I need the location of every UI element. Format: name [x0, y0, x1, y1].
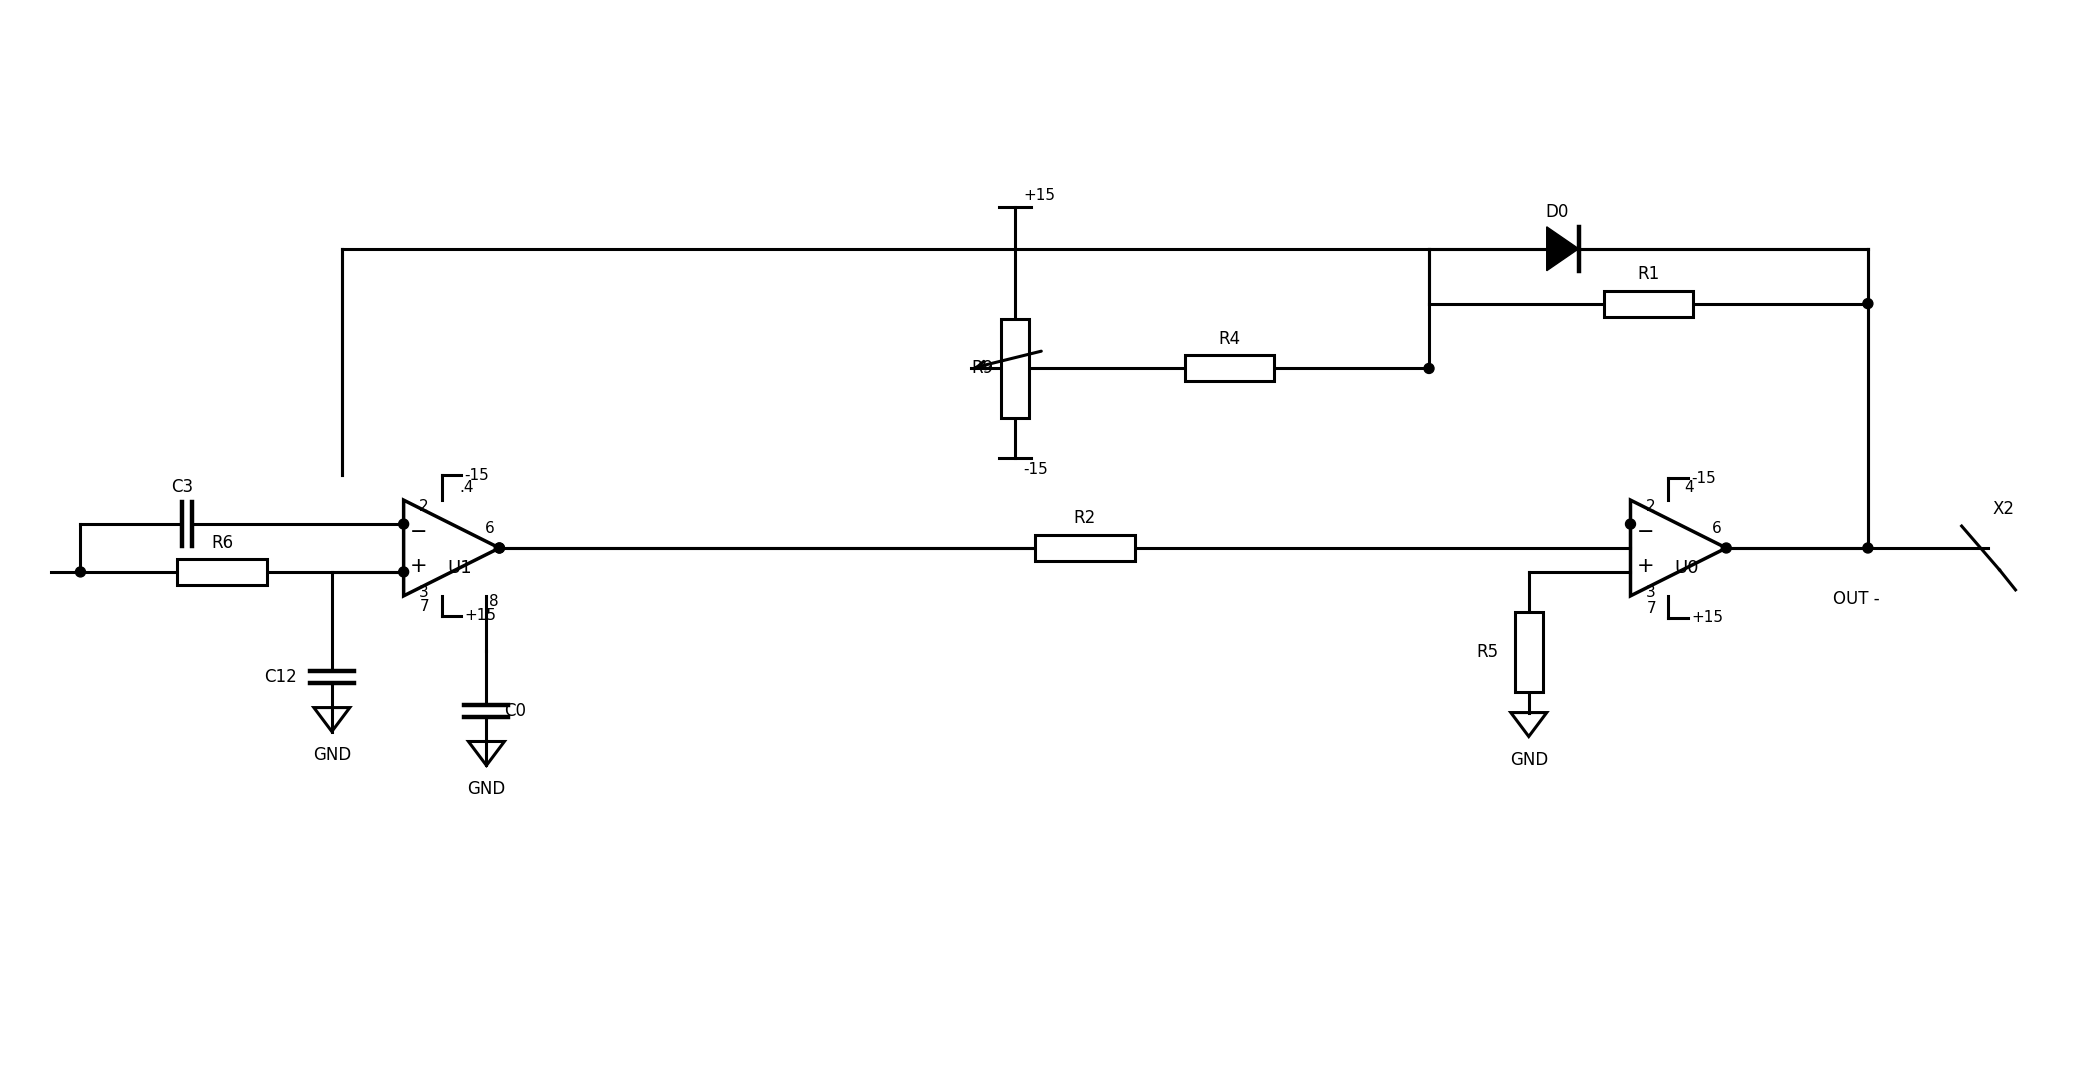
Text: R9: R9 — [971, 359, 994, 378]
Text: GND: GND — [313, 746, 351, 765]
Circle shape — [495, 543, 505, 553]
Text: R1: R1 — [1637, 264, 1660, 283]
Text: $+$: $+$ — [1637, 556, 1654, 577]
Text: -15: -15 — [1691, 471, 1716, 485]
Text: 7: 7 — [1647, 601, 1656, 616]
Text: 3: 3 — [1645, 585, 1656, 599]
Text: GND: GND — [1510, 752, 1547, 769]
Circle shape — [1424, 363, 1434, 373]
Circle shape — [75, 567, 86, 577]
Text: $+$: $+$ — [409, 556, 426, 577]
Text: +15: +15 — [1023, 188, 1054, 202]
Text: X2: X2 — [1992, 500, 2015, 518]
Polygon shape — [1547, 226, 1579, 271]
Text: U0: U0 — [1675, 559, 1700, 577]
Circle shape — [399, 567, 409, 577]
Bar — [1604, 290, 1693, 317]
Text: R2: R2 — [1073, 509, 1096, 527]
Text: 4: 4 — [1685, 480, 1693, 495]
Bar — [1000, 319, 1029, 418]
Text: C0: C0 — [505, 702, 526, 719]
Circle shape — [1862, 298, 1873, 309]
Text: 2: 2 — [418, 499, 428, 514]
Circle shape — [399, 519, 409, 529]
Text: 7: 7 — [420, 598, 430, 614]
Text: R5: R5 — [1476, 643, 1499, 660]
Circle shape — [1627, 519, 1635, 529]
Text: C3: C3 — [171, 478, 194, 496]
Text: OUT -: OUT - — [1833, 590, 1879, 608]
Text: +15: +15 — [464, 608, 497, 623]
Text: GND: GND — [468, 780, 505, 799]
Circle shape — [1862, 543, 1873, 553]
Text: 8: 8 — [489, 594, 499, 609]
Circle shape — [495, 543, 505, 553]
Text: U1: U1 — [447, 559, 472, 577]
Text: 3: 3 — [418, 585, 428, 599]
Text: -15: -15 — [464, 468, 489, 483]
Bar — [1184, 356, 1274, 382]
Text: C12: C12 — [265, 668, 296, 685]
Bar — [177, 559, 267, 585]
Bar — [1036, 535, 1134, 561]
Text: $-$: $-$ — [409, 520, 426, 540]
Text: 6: 6 — [484, 521, 495, 536]
Text: -15: -15 — [1023, 462, 1048, 478]
Text: 6: 6 — [1712, 521, 1721, 536]
Text: +15: +15 — [1691, 610, 1723, 626]
Text: .4: .4 — [459, 480, 474, 495]
Text: R4: R4 — [1219, 330, 1240, 347]
Text: 2: 2 — [1645, 499, 1656, 514]
Text: D0: D0 — [1545, 202, 1568, 221]
Circle shape — [1721, 543, 1731, 553]
Bar — [1514, 611, 1543, 692]
Text: R6: R6 — [211, 534, 234, 552]
Text: $-$: $-$ — [1637, 520, 1654, 540]
